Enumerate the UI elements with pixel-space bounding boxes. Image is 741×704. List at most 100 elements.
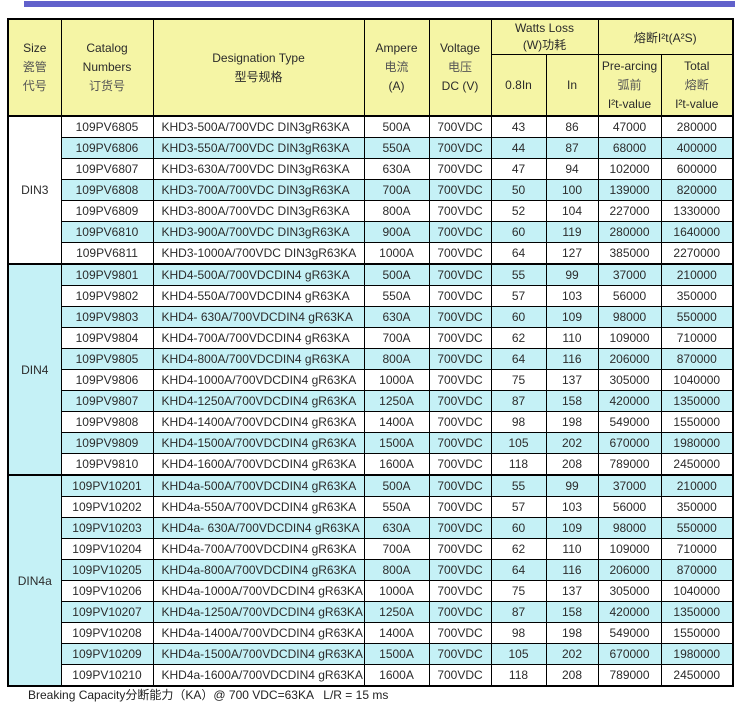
cell-win: 202 <box>545 432 599 454</box>
cell-ampere: 800A <box>363 348 430 370</box>
cell-designation: KHD3-900A/700VDC DIN3gR63KA <box>152 221 365 243</box>
cell-catalog: 109PV6806 <box>60 137 154 159</box>
cell-w08in: 50 <box>490 179 547 201</box>
cell-total: 2270000 <box>660 242 734 265</box>
header-watts-en: Watts Loss <box>515 21 574 35</box>
cell-w08in: 87 <box>490 601 547 623</box>
cell-prearcing: 280000 <box>597 221 662 243</box>
cell-total: 400000 <box>660 137 734 159</box>
cell-voltage: 700VDC <box>428 432 492 454</box>
cell-voltage: 700VDC <box>428 517 492 539</box>
cell-prearcing: 305000 <box>597 580 662 602</box>
cell-total: 550000 <box>660 306 734 328</box>
cell-ampere: 1600A <box>363 453 430 476</box>
cell-prearcing: 37000 <box>597 263 662 286</box>
cell-catalog: 109PV9807 <box>60 390 154 412</box>
cell-designation: KHD4a-1000A/700VDCDIN4 gR63KA <box>152 580 365 602</box>
cell-voltage: 700VDC <box>428 622 492 644</box>
cell-prearcing: 549000 <box>597 622 662 644</box>
page-top-rule <box>24 1 735 7</box>
cell-w08in: 98 <box>490 411 547 433</box>
cell-ampere: 500A <box>363 474 430 497</box>
cell-designation: KHD4-1600A/700VDCDIN4 gR63KA <box>152 453 365 476</box>
table-row: 109PV10210 KHD4a-1600A/700VDCDIN4 gR63KA 1… <box>8 664 734 687</box>
cell-catalog: 109PV6809 <box>60 200 154 222</box>
cell-ampere: 1400A <box>363 411 430 433</box>
cell-designation: KHD4-500A/700VDCDIN4 gR63KA <box>152 263 365 286</box>
header-total-en: Total <box>684 58 710 73</box>
cell-catalog: 109PV9801 <box>60 263 154 286</box>
cell-prearcing: 670000 <box>597 432 662 454</box>
header-voltage-unit: DC (V) <box>441 79 479 93</box>
cell-prearcing: 109000 <box>597 538 662 560</box>
cell-catalog: 109PV10202 <box>60 496 154 518</box>
cell-w08in: 62 <box>490 327 547 349</box>
table-row: 109PV9805 KHD4-800A/700VDCDIN4 gR63KA 800A… <box>8 348 734 370</box>
cell-win: 116 <box>545 348 599 370</box>
cell-catalog: 109PV10204 <box>60 538 154 560</box>
header-prearcing: Pre-arcing 弧前 I²t-value <box>597 54 662 117</box>
cell-win: 198 <box>545 622 599 644</box>
cell-w08in: 44 <box>490 137 547 159</box>
cell-prearcing: 68000 <box>597 137 662 159</box>
cell-voltage: 700VDC <box>428 580 492 602</box>
cell-w08in: 57 <box>490 496 547 518</box>
header-total-sub: I²t-value <box>675 96 719 111</box>
header-ampere-unit: (A) <box>388 79 405 93</box>
cell-catalog: 109PV10206 <box>60 580 154 602</box>
header-ampere: Ampere 电流 (A) <box>363 18 430 117</box>
cell-win: 137 <box>545 580 599 602</box>
cell-total: 210000 <box>660 263 734 286</box>
cell-prearcing: 47000 <box>597 115 662 138</box>
cell-catalog: 109PV9806 <box>60 369 154 391</box>
cell-w08in: 75 <box>490 369 547 391</box>
table-row: DIN4a 109PV10201 KHD4a-500A/700VDCDIN4 gR6… <box>7 474 734 687</box>
cell-total: 1040000 <box>660 580 734 602</box>
header-i2t-group: 熔断I²t(A²S) <box>597 18 734 55</box>
cell-designation: KHD4a-800A/700VDCDIN4 gR63KA <box>152 559 365 581</box>
cell-w08in: 105 <box>490 643 547 665</box>
cell-win: 103 <box>545 496 599 518</box>
cell-catalog: 109PV9804 <box>60 327 154 349</box>
table-row: 109PV9808 KHD4-1400A/700VDCDIN4 gR63KA 140… <box>8 411 734 433</box>
table-row: 109PV10208 KHD4a-1400A/700VDCDIN4 gR63KA 1… <box>8 622 734 644</box>
cell-total: 820000 <box>660 179 734 201</box>
table-row: 109PV10203 KHD4a- 630A/700VDCDIN4 gR63KA 6… <box>8 517 734 539</box>
cell-voltage: 700VDC <box>428 306 492 328</box>
table-row: 109PV10207 KHD4a-1250A/700VDCDIN4 gR63KA 1… <box>8 601 734 623</box>
cell-prearcing: 98000 <box>597 517 662 539</box>
cell-ampere: 630A <box>363 306 430 328</box>
cell-catalog: 109PV6811 <box>60 242 154 265</box>
cell-designation: KHD4a-550A/700VDCDIN4 gR63KA <box>152 496 365 518</box>
cell-voltage: 700VDC <box>428 411 492 433</box>
cell-ampere: 800A <box>363 200 430 222</box>
cell-ampere: 700A <box>363 538 430 560</box>
table-row: DIN4 109PV9801 KHD4-500A/700VDCDIN4 gR63KA… <box>7 263 734 476</box>
cell-designation: KHD3-630A/700VDC DIN3gR63KA <box>152 158 365 180</box>
cell-catalog: 109PV10209 <box>60 643 154 665</box>
table-row: 109PV9803 KHD4- 630A/700VDCDIN4 gR63KA 630… <box>8 306 734 328</box>
cell-w08in: 64 <box>490 348 547 370</box>
size-group-label: DIN4a <box>7 474 62 687</box>
cell-total: 350000 <box>660 285 734 307</box>
table-row: 109PV6806 KHD3-550A/700VDC DIN3gR63KA 550A… <box>8 137 734 159</box>
cell-total: 600000 <box>660 158 734 180</box>
cell-ampere: 630A <box>363 517 430 539</box>
cell-total: 350000 <box>660 496 734 518</box>
cell-ampere: 550A <box>363 285 430 307</box>
cell-win: 202 <box>545 643 599 665</box>
cell-ampere: 550A <box>363 496 430 518</box>
cell-win: 100 <box>545 179 599 201</box>
header-watts-08in: 0.8In <box>490 54 547 117</box>
cell-voltage: 700VDC <box>428 496 492 518</box>
cell-total: 1980000 <box>660 643 734 665</box>
cell-prearcing: 227000 <box>597 200 662 222</box>
cell-win: 99 <box>545 474 599 497</box>
cell-prearcing: 305000 <box>597 369 662 391</box>
cell-designation: KHD4-800A/700VDCDIN4 gR63KA <box>152 348 365 370</box>
header-size-cn2: 代号 <box>22 79 47 93</box>
cell-total: 710000 <box>660 538 734 560</box>
cell-prearcing: 206000 <box>597 559 662 581</box>
header-ampere-en: Ampere <box>375 41 418 55</box>
cell-ampere: 1600A <box>363 664 430 687</box>
